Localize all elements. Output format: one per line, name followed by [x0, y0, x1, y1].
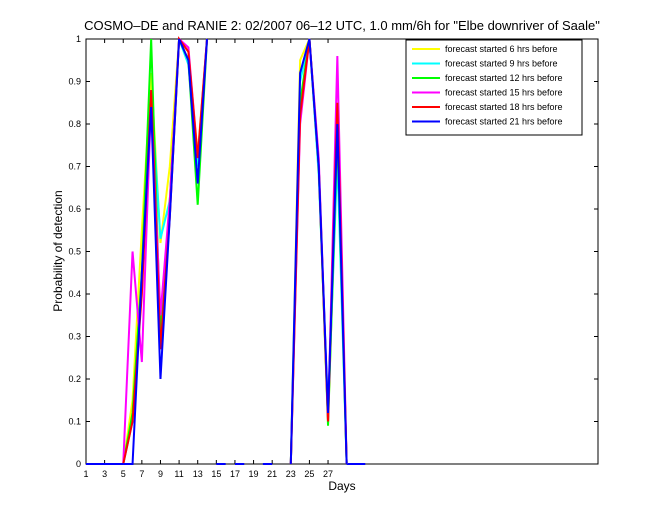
legend-label: forecast started 21 hrs before	[445, 117, 563, 127]
legend-label: forecast started 18 hrs before	[445, 102, 563, 112]
y-tick-label: 0.5	[68, 247, 81, 257]
series-line	[86, 36, 348, 465]
x-tick-label: 5	[121, 469, 126, 479]
x-tick-label: 13	[193, 469, 203, 479]
x-tick-label: 11	[174, 469, 183, 479]
chart-title: COSMO–DE and RANIE 2: 02/2007 06–12 UTC,…	[84, 18, 600, 33]
x-tick-label: 15	[211, 469, 221, 479]
x-tick-label: 7	[139, 469, 144, 479]
y-tick-label: 0.4	[68, 289, 81, 299]
legend-box	[405, 39, 583, 136]
x-tick-label: 21	[267, 469, 277, 479]
legend-label: forecast started 6 hrs before	[445, 44, 558, 54]
y-axis-label: Probability of detection	[51, 190, 65, 311]
y-tick-label: 0.8	[68, 119, 81, 129]
plot-area: 1 3 5 7 9 11 13 15 17 19 21 23 25 2700.10.20.30.40.50…	[68, 34, 599, 479]
x-tick-label: 27	[323, 469, 333, 479]
y-tick-label: 0.1	[68, 417, 81, 427]
x-tick-label: 9	[158, 469, 163, 479]
y-tick-label: 0.2	[68, 374, 81, 384]
legend-label: forecast started 9 hrs before	[445, 59, 558, 69]
series-segment	[123, 38, 209, 465]
legend-label: forecast started 15 hrs before	[445, 88, 563, 98]
legend-label: forecast started 12 hrs before	[445, 73, 563, 83]
x-tick-label: 19	[249, 469, 259, 479]
y-tick-label: 0.3	[68, 332, 81, 342]
x-tick-label: 25	[304, 469, 314, 479]
y-tick-label: 0	[76, 459, 81, 469]
y-tick-label: 0.9	[68, 77, 81, 87]
series-segment	[289, 38, 348, 465]
y-tick-label: 0.7	[68, 162, 81, 172]
legend: forecast started 6 hrs before forecast st…	[405, 39, 583, 136]
y-tick-label: 0.6	[68, 204, 81, 214]
x-tick-label: 1	[83, 469, 88, 479]
y-tick-label: 1	[76, 34, 81, 44]
x-tick-label: 23	[286, 469, 296, 479]
x-tick-label: 3	[102, 469, 107, 479]
x-tick-label: 17	[230, 469, 240, 479]
series-line	[86, 38, 348, 465]
x-axis-label: Days	[328, 479, 355, 493]
